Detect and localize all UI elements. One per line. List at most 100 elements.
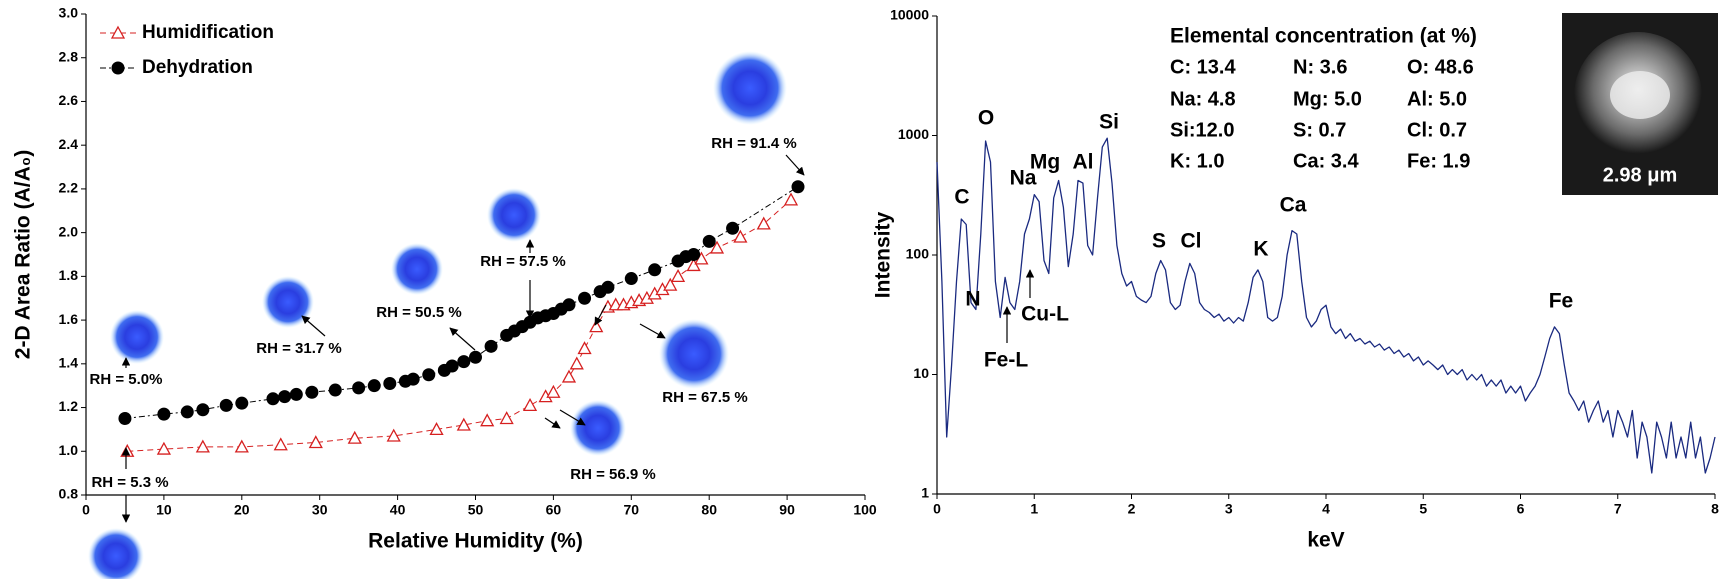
arrow xyxy=(785,154,805,176)
triangle-marker xyxy=(429,422,444,436)
triangle-marker xyxy=(577,341,592,355)
circle-marker xyxy=(406,372,420,386)
circle-marker xyxy=(289,387,303,401)
y-tick-label: 1.0 xyxy=(59,442,79,458)
x-tick-label: 6 xyxy=(1517,501,1525,517)
peak-label: S xyxy=(1152,230,1166,253)
triangle-marker xyxy=(480,413,495,427)
x-tick-label: 3 xyxy=(1225,501,1233,517)
triangle-marker xyxy=(686,258,701,272)
x-tick-label: 7 xyxy=(1614,501,1622,517)
sem-core xyxy=(1610,71,1670,119)
y-tick-label: 10 xyxy=(913,365,929,381)
x-tick-label: 5 xyxy=(1419,501,1427,517)
y-tick-label: 2.0 xyxy=(59,223,79,239)
particle-image xyxy=(487,188,541,242)
circle-marker xyxy=(422,368,436,382)
triangle-marker xyxy=(589,319,604,333)
annotation: RH = 57.5 % xyxy=(480,253,565,270)
x-tick-label: 1 xyxy=(1030,501,1038,517)
particle-image xyxy=(659,319,729,389)
circle-marker xyxy=(648,263,662,277)
scale-label: 2.98 μm xyxy=(1603,164,1678,186)
y-tick-label: 10000 xyxy=(890,7,929,23)
x-axis-title: Relative Humidity (%) xyxy=(368,530,583,553)
legend-marker xyxy=(110,25,126,39)
peak-label: Fe-L xyxy=(984,349,1029,372)
legend-label: Dehydration xyxy=(142,57,253,78)
y-tick-label: 1.8 xyxy=(59,267,79,283)
peak-label: C xyxy=(954,186,969,209)
annotation: RH = 31.7 % xyxy=(256,340,341,357)
circle-marker xyxy=(383,376,397,390)
peak-label: Fe xyxy=(1549,290,1574,313)
triangle-marker xyxy=(569,356,584,370)
particle-image xyxy=(110,310,164,364)
triangle-marker xyxy=(273,437,288,451)
circle-marker xyxy=(624,272,638,286)
concentration-entry: Cl: 0.7 xyxy=(1407,119,1467,141)
particle-image xyxy=(570,400,626,456)
circle-marker xyxy=(278,390,292,404)
arrow xyxy=(301,315,326,337)
concentration-entry: Al: 5.0 xyxy=(1407,88,1467,110)
x-tick-label: 70 xyxy=(624,502,640,518)
particle-image xyxy=(88,528,144,579)
triangle-marker xyxy=(347,430,362,444)
circle-marker xyxy=(484,339,498,353)
circle-marker xyxy=(445,359,459,373)
y-axis-title: Intensity xyxy=(872,212,895,299)
x-tick-label: 20 xyxy=(234,502,250,518)
circle-marker xyxy=(687,248,701,261)
peak-label: Ca xyxy=(1280,194,1307,217)
particle-image xyxy=(391,243,443,295)
circle-marker xyxy=(352,381,366,395)
circle-marker xyxy=(118,411,132,425)
triangle-marker xyxy=(522,398,538,412)
concentration-entry: C: 13.4 xyxy=(1170,56,1236,78)
circle-marker xyxy=(367,379,381,393)
x-axis-title: keV xyxy=(1307,529,1344,552)
annotation: RH = 91.4 % xyxy=(711,135,796,152)
circle-marker xyxy=(726,221,740,235)
circle-marker xyxy=(219,398,233,412)
y-axis-title: 2-D Area Ratio (A/A₀) xyxy=(12,150,35,359)
arrow xyxy=(449,327,476,351)
series-line xyxy=(127,199,792,452)
concentration-title: Elemental concentration (at %) xyxy=(1170,25,1477,48)
concentration-entry: Ca: 3.4 xyxy=(1293,150,1359,172)
concentration-entry: N: 3.6 xyxy=(1293,56,1347,78)
arrow xyxy=(544,417,561,429)
peak-label: Cu-L xyxy=(1021,303,1069,326)
x-tick-label: 80 xyxy=(701,502,717,518)
legend-marker xyxy=(111,61,125,75)
triangle-marker xyxy=(561,369,577,383)
circle-marker xyxy=(196,403,210,417)
particle-image xyxy=(262,276,314,328)
circle-marker xyxy=(157,407,171,421)
y-tick-label: 2.2 xyxy=(59,180,79,196)
circle-marker xyxy=(305,385,319,399)
y-tick-label: 1000 xyxy=(898,126,929,142)
arrow xyxy=(639,323,666,339)
triangle-marker xyxy=(709,240,725,254)
x-tick-label: 10 xyxy=(156,502,172,518)
triangle-marker xyxy=(308,435,323,449)
arrow xyxy=(559,409,586,426)
particle-image xyxy=(713,51,787,125)
triangle-marker xyxy=(456,417,471,431)
y-tick-label: 2.6 xyxy=(59,92,79,108)
concentration-entry: Fe: 1.9 xyxy=(1407,150,1470,172)
peak-label: Cl xyxy=(1181,230,1202,253)
peak-label: Mg xyxy=(1030,151,1060,174)
triangle-marker xyxy=(234,439,249,453)
circle-marker xyxy=(791,180,805,194)
x-tick-label: 8 xyxy=(1711,501,1719,517)
y-tick-label: 1.4 xyxy=(59,355,79,371)
triangle-marker xyxy=(156,441,171,455)
y-tick-label: 2.4 xyxy=(59,136,79,152)
annotation: RH = 5.3 % xyxy=(91,474,168,491)
concentration-entry: Mg: 5.0 xyxy=(1293,88,1362,110)
circle-marker xyxy=(235,396,249,410)
